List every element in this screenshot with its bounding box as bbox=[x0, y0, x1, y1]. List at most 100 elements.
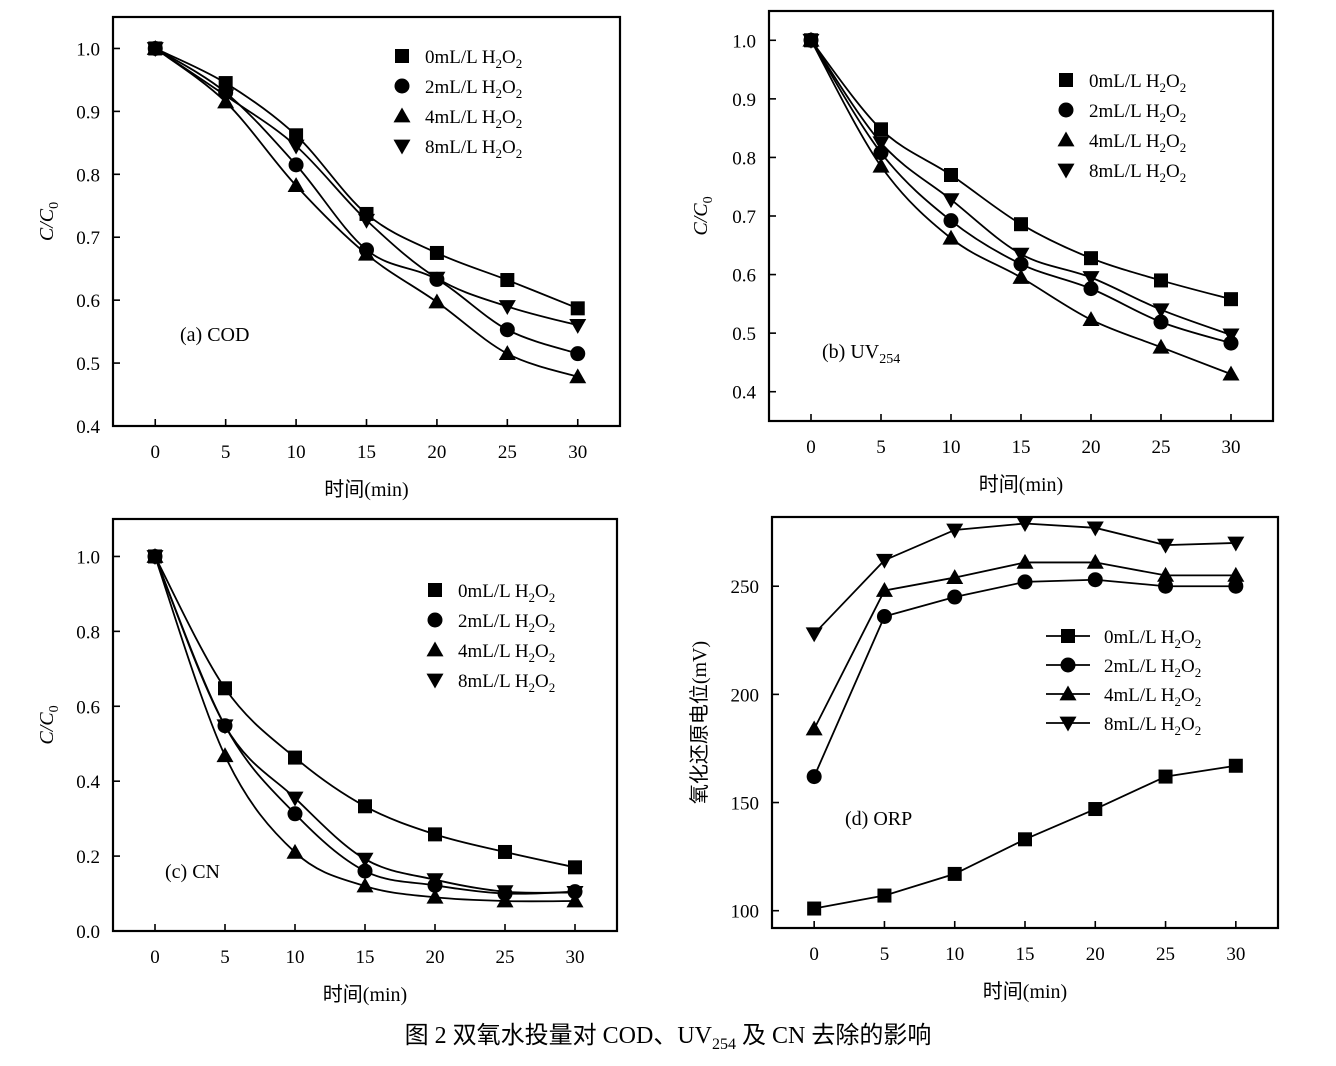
data-point-2-0 bbox=[805, 720, 823, 736]
data-point-3-5 bbox=[1157, 538, 1175, 554]
x-tick-label: 20 bbox=[427, 442, 446, 463]
data-point-3-2 bbox=[942, 193, 960, 209]
data-point-2-2 bbox=[286, 843, 304, 859]
legend-marker bbox=[426, 641, 444, 657]
panel-b-uv254: 0 5 10 15 20 25 30 0.4 0.5 0.6 0.7 0.8 0.9 1.0 时间(min)… bbox=[690, 9, 1275, 496]
y-axis-label: C/C0 bbox=[36, 202, 62, 241]
legend-marker bbox=[427, 612, 443, 628]
data-point-2-4 bbox=[1086, 553, 1104, 569]
x-axis-label: 时间(min) bbox=[979, 473, 1063, 496]
legend-label: 0mL/L H2O2 bbox=[425, 47, 522, 71]
data-point-1-5 bbox=[1153, 314, 1169, 330]
legend-marker bbox=[428, 583, 442, 597]
y-tick-label: 0.8 bbox=[76, 622, 100, 643]
data-point-0-4 bbox=[1084, 251, 1098, 266]
data-point-0-3 bbox=[1014, 217, 1028, 232]
panel-annotation: (d) ORP bbox=[845, 808, 912, 830]
x-tick-label: 0 bbox=[806, 437, 816, 458]
legend-label: 4mL/L H2O2 bbox=[425, 107, 522, 131]
data-point-0-2 bbox=[947, 866, 962, 881]
legend-label: 0mL/L H2O2 bbox=[458, 581, 555, 605]
panel-annotation: (b) UV254 bbox=[822, 341, 900, 367]
data-point-3-2 bbox=[946, 523, 964, 539]
data-point-0-5 bbox=[498, 844, 512, 859]
data-point-2-4 bbox=[426, 888, 444, 904]
x-tick-label: 5 bbox=[876, 437, 886, 458]
y-tick-label: 0.2 bbox=[76, 847, 100, 868]
x-tick-label: 20 bbox=[426, 947, 445, 968]
y-tick-label: 0.4 bbox=[76, 772, 100, 793]
x-tick-label: 0 bbox=[150, 947, 160, 968]
y-tick-label: 200 bbox=[731, 685, 760, 706]
data-point-1-2 bbox=[287, 806, 303, 822]
data-point-1-6 bbox=[570, 346, 586, 362]
y-tick-label: 0.6 bbox=[76, 697, 100, 718]
x-tick-label: 0 bbox=[151, 442, 161, 463]
data-point-3-1 bbox=[217, 89, 235, 105]
data-point-2-5 bbox=[498, 345, 516, 361]
x-axis-label: 时间(min) bbox=[324, 478, 408, 501]
data-point-0-6 bbox=[570, 301, 585, 316]
data-point-1-6 bbox=[1228, 578, 1244, 594]
figure-caption: 图 2 双氧水投量对 COD、UV254 及 CN 去除的影响 bbox=[405, 1022, 932, 1053]
y-tick-label: 1.0 bbox=[76, 547, 100, 568]
x-tick-label: 15 bbox=[1016, 944, 1035, 965]
x-axis-label: 时间(min) bbox=[983, 980, 1067, 1003]
legend-marker bbox=[1057, 163, 1075, 179]
x-tick-label: 20 bbox=[1086, 944, 1105, 965]
x-tick-label: 20 bbox=[1082, 437, 1101, 458]
data-point-0-0 bbox=[807, 901, 822, 916]
data-point-0-4 bbox=[428, 827, 442, 842]
data-point-3-0 bbox=[802, 33, 820, 49]
data-point-2-1 bbox=[216, 747, 234, 763]
x-tick-label: 15 bbox=[357, 442, 376, 463]
x-tick-label: 0 bbox=[809, 944, 819, 965]
data-point-2-4 bbox=[1082, 311, 1100, 327]
data-point-1-3 bbox=[1017, 574, 1033, 590]
y-tick-label: 0.6 bbox=[76, 291, 100, 312]
data-point-0-4 bbox=[1088, 802, 1103, 817]
panel-annotation: (c) CN bbox=[165, 861, 220, 883]
x-tick-label: 10 bbox=[942, 437, 961, 458]
data-point-2-3 bbox=[1012, 269, 1030, 284]
y-tick-label: 250 bbox=[731, 577, 760, 598]
x-tick-label: 5 bbox=[221, 442, 231, 463]
x-tick-label: 25 bbox=[498, 442, 517, 463]
data-point-0-6 bbox=[1224, 292, 1238, 307]
y-tick-label: 0.8 bbox=[732, 148, 756, 169]
data-point-3-5 bbox=[1152, 303, 1170, 319]
x-tick-label: 15 bbox=[356, 947, 375, 968]
y-tick-label: 0.0 bbox=[76, 922, 100, 943]
y-tick-label: 1.0 bbox=[732, 31, 756, 52]
data-point-0-2 bbox=[944, 168, 958, 182]
legend-marker bbox=[1059, 716, 1077, 732]
x-tick-label: 25 bbox=[1152, 437, 1171, 458]
data-point-0-1 bbox=[218, 681, 232, 696]
data-point-3-0 bbox=[805, 627, 823, 643]
x-tick-label: 10 bbox=[286, 947, 305, 968]
data-point-1-4 bbox=[1087, 572, 1103, 588]
data-point-0-3 bbox=[358, 799, 372, 814]
data-point-0-4 bbox=[429, 245, 444, 260]
data-point-1-3 bbox=[357, 863, 373, 879]
x-tick-label: 10 bbox=[287, 442, 306, 463]
data-point-0-2 bbox=[288, 750, 302, 765]
legend-label: 8mL/L H2O2 bbox=[458, 671, 555, 695]
data-point-1-2 bbox=[947, 589, 963, 605]
data-point-2-5 bbox=[1152, 338, 1170, 354]
legend-marker bbox=[394, 78, 410, 94]
data-point-3-6 bbox=[1227, 536, 1245, 552]
data-point-1-5 bbox=[499, 322, 515, 338]
data-point-3-4 bbox=[428, 271, 446, 287]
x-tick-label: 30 bbox=[568, 442, 587, 463]
legend-label: 4mL/L H2O2 bbox=[1104, 685, 1201, 709]
x-tick-label: 10 bbox=[945, 944, 964, 965]
data-point-3-2 bbox=[287, 139, 305, 155]
y-tick-label: 150 bbox=[731, 794, 760, 815]
y-axis-label: C/C0 bbox=[690, 196, 716, 235]
x-tick-label: 30 bbox=[566, 947, 585, 968]
y-tick-label: 1.0 bbox=[76, 39, 100, 60]
legend-label: 8mL/L H2O2 bbox=[1089, 161, 1186, 185]
data-point-0-2 bbox=[289, 128, 304, 143]
data-point-3-4 bbox=[1086, 521, 1104, 537]
